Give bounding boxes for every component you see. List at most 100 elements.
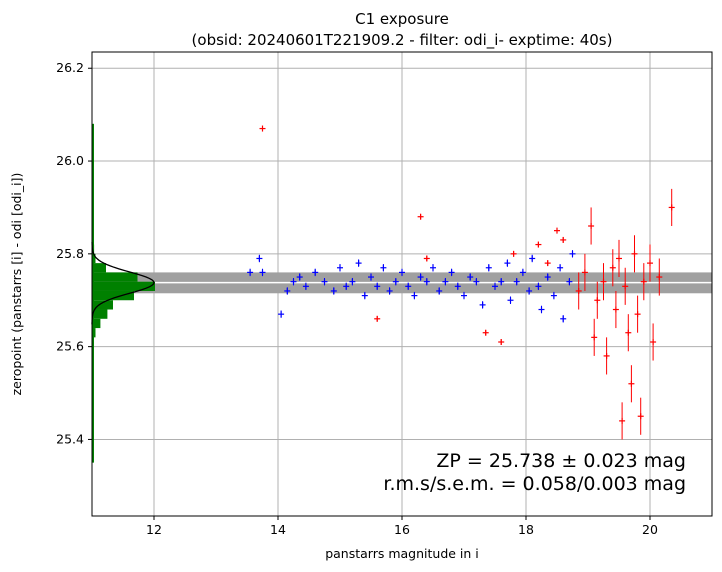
- blue-point: [405, 282, 412, 291]
- red-point: [554, 227, 560, 234]
- blue-point: [560, 315, 567, 323]
- red-point: [625, 314, 632, 352]
- red-point: [668, 188, 675, 226]
- blue-point: [498, 277, 505, 286]
- blue-point: [492, 282, 498, 291]
- plot-area: [91, 51, 713, 517]
- x-axis-ticks: 12 14 16 18 20: [146, 516, 658, 537]
- red-point: [616, 239, 622, 278]
- x-tick-label: 14: [270, 522, 286, 537]
- red-point: [591, 318, 598, 356]
- blue-point: [296, 273, 303, 281]
- gaussian-fit: [91, 242, 155, 325]
- y-tick-label: 25.6: [56, 339, 84, 354]
- blue-point: [430, 264, 436, 272]
- blue-point: [355, 259, 362, 267]
- blue-point: [479, 301, 486, 309]
- blue-point: [454, 282, 461, 291]
- chart-title-line1: C1 exposure: [355, 10, 449, 28]
- blue-point: [256, 254, 263, 263]
- blue-point: [448, 268, 455, 277]
- histogram-bar: [92, 263, 106, 273]
- gaussian-curve: [91, 242, 155, 325]
- blue-point: [247, 268, 254, 277]
- chart-title-line2: (obsid: 20240601T221909.2 - filter: odi_…: [192, 31, 613, 50]
- blue-point: [544, 273, 551, 281]
- red-point: [575, 272, 582, 310]
- red-point: [637, 397, 644, 435]
- histogram-bar: [92, 318, 101, 329]
- blue-point: [442, 277, 449, 286]
- blue-point: [380, 264, 387, 272]
- x-tick-label: 12: [146, 522, 162, 537]
- blue-point: [513, 277, 520, 286]
- y-axis-label: zeropoint (panstarrs [i] - odi [odi_i]): [9, 173, 24, 396]
- blue-point: [538, 305, 545, 314]
- red-point: [634, 295, 641, 333]
- blue-point: [312, 268, 319, 277]
- red-point: [535, 241, 542, 248]
- blue-point: [436, 287, 443, 295]
- data-points: [247, 125, 675, 440]
- histogram: [92, 123, 155, 463]
- red-point: [482, 329, 489, 336]
- red-point: [603, 337, 610, 375]
- blue-point: [411, 291, 418, 300]
- blue-point: [278, 310, 285, 318]
- histogram-bar: [92, 290, 134, 301]
- red-point: [544, 260, 551, 267]
- red-point: [600, 263, 607, 301]
- blue-point: [399, 268, 405, 277]
- blue-point: [529, 254, 536, 263]
- blue-point: [361, 291, 368, 300]
- blue-point: [526, 287, 533, 295]
- blue-point: [507, 296, 514, 304]
- blue-point: [473, 277, 480, 286]
- blue-point: [417, 273, 424, 281]
- blue-point: [519, 268, 526, 277]
- histogram-bar: [92, 272, 138, 282]
- blue-point: [423, 277, 430, 286]
- red-point: [374, 315, 381, 322]
- red-point: [647, 244, 653, 282]
- blue-point: [461, 291, 467, 300]
- blue-point: [368, 273, 374, 281]
- red-point: [612, 290, 619, 329]
- blue-point: [290, 277, 297, 286]
- y-tick-label: 25.8: [56, 246, 84, 261]
- blue-point: [337, 264, 343, 272]
- blue-point: [284, 287, 291, 295]
- red-point: [619, 402, 626, 440]
- blue-point: [321, 277, 328, 286]
- red-point: [259, 125, 266, 132]
- red-point: [650, 323, 657, 361]
- x-tick-label: 16: [394, 522, 410, 537]
- red-point: [581, 253, 588, 291]
- blue-point: [374, 282, 381, 291]
- blue-point: [392, 277, 399, 286]
- red-point: [498, 339, 505, 345]
- blue-point: [569, 250, 576, 258]
- blue-point: [302, 282, 309, 291]
- red-point: [628, 365, 635, 403]
- red-point: [622, 267, 629, 305]
- y-tick-label: 25.4: [56, 431, 84, 446]
- zeropoint-band: [92, 272, 712, 294]
- blue-point: [485, 264, 492, 272]
- red-point: [640, 263, 647, 301]
- blue-point: [349, 277, 356, 286]
- histogram-bar: [92, 281, 155, 291]
- red-point: [423, 255, 430, 262]
- blue-point: [343, 282, 350, 291]
- blue-point: [504, 259, 511, 267]
- histogram-bar: [92, 309, 108, 319]
- x-tick-label: 20: [642, 522, 658, 537]
- blue-point: [386, 287, 393, 295]
- y-axis-ticks: 25.4 25.6 25.8 26.0 26.2: [56, 60, 92, 446]
- rms-annotation: r.m.s/s.e.m. = 0.058/0.003 mag: [383, 473, 686, 495]
- red-point: [510, 250, 517, 257]
- blue-point: [467, 273, 474, 281]
- histogram-bar: [92, 300, 113, 310]
- red-point: [656, 258, 663, 296]
